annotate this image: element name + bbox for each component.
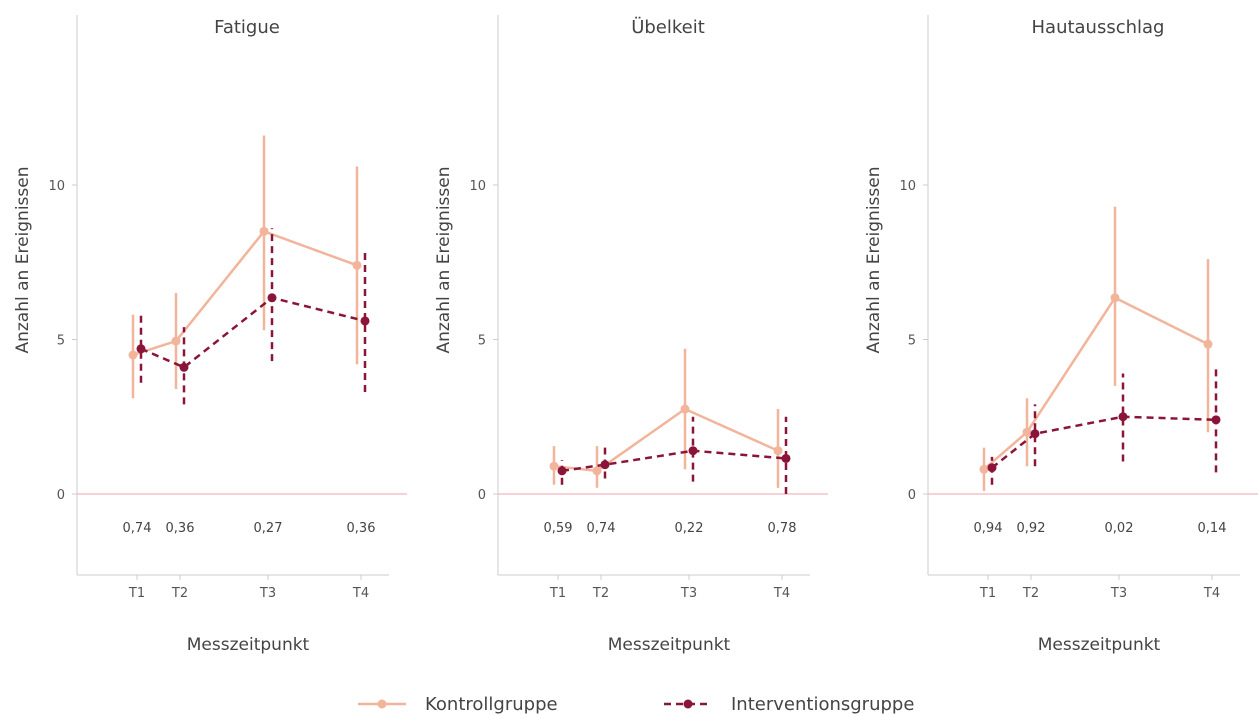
y-tick-label: 5 [478,334,486,349]
y-axis-title: Anzahl an Ereignissen [13,166,33,353]
series-line [132,229,358,357]
p-value-label: 0,74 [123,521,152,536]
data-point [680,404,690,414]
legend-label: Kontrollgruppe [425,694,558,715]
y-tick-label: 5 [57,334,65,349]
data-point [1211,415,1221,425]
p-value-label: 0,27 [254,521,283,536]
panels: Fatigue 0 5 10 T1 T2 T3 T4 0,74 0,36 0,27 0,36 Anzah… [13,15,1258,655]
data-point [1118,412,1128,422]
x-tick-label: T3 [259,586,276,601]
x-axis-title: Messzeitpunkt [1038,635,1161,655]
data-point [1030,429,1040,439]
data-point [592,466,602,476]
chart-panel-2: Übelkeit 0 5 10 T1 T2 T3 T4 0,59 0,74 0,22 0,78 Anza… [434,15,828,655]
p-value-label: 0,36 [166,521,195,536]
data-point [136,344,146,354]
y-tick-label: 0 [908,488,916,503]
data-point [267,293,277,303]
p-value-label: 0,36 [347,521,376,536]
p-value-label: 0,14 [1198,521,1227,536]
x-tick-label: T2 [592,586,609,601]
series-kontroll [979,206,1213,491]
legend-item-2: Interventionsgruppe [664,694,914,715]
legend-item-1: Kontrollgruppe [358,694,558,715]
p-value-label: 0,02 [1105,521,1134,536]
p-value-label: 0,59 [544,521,573,536]
data-point [773,446,783,456]
y-tick-label: 0 [478,488,486,503]
data-point [352,260,362,270]
p-value-label: 0,78 [768,521,797,536]
y-tick-label: 10 [469,179,486,194]
p-value-label: 0,74 [587,521,616,536]
legend-label: Interventionsgruppe [731,694,914,715]
x-tick-label: T3 [680,586,697,601]
p-value-label: 0,22 [675,521,704,536]
series-line [991,415,1217,469]
panel-title: Hautausschlag [1032,17,1165,38]
series-line [140,296,366,369]
x-tick-label: T1 [979,586,996,601]
series-intervention [136,228,370,405]
x-tick-label: T1 [128,586,145,601]
data-point [987,463,997,473]
data-point [979,464,989,474]
p-value-label: 0,92 [1017,521,1046,536]
series-line [983,296,1209,471]
y-tick-label: 0 [57,488,65,503]
data-point [688,446,698,456]
data-point [549,461,559,471]
series-intervention [987,367,1221,485]
y-axis-title: Anzahl an Ereignissen [864,166,884,353]
legend: Kontrollgruppe Interventionsgruppe [358,694,914,715]
data-point [557,466,567,476]
data-point [1022,427,1032,437]
series-intervention [557,416,791,494]
data-point [259,226,269,236]
x-axis-title: Messzeitpunkt [187,635,310,655]
x-axis-title: Messzeitpunkt [608,635,731,655]
y-tick-label: 10 [48,179,65,194]
data-point [781,453,791,463]
y-tick-label: 10 [899,179,916,194]
legend-swatch-marker [377,699,387,709]
series-line [561,449,787,473]
y-axis-title: Anzahl an Ereignissen [434,166,454,353]
chart-panel-1: Fatigue 0 5 10 T1 T2 T3 T4 0,74 0,36 0,27 0,36 Anzah… [13,15,407,655]
data-point [179,362,189,372]
x-tick-label: T1 [549,586,566,601]
series-line [553,407,779,473]
panel-title: Fatigue [214,17,280,38]
data-point [360,316,370,326]
series-kontroll [549,348,783,488]
x-tick-label: T4 [1203,586,1220,601]
data-point [600,460,610,470]
data-point [1110,293,1120,303]
y-tick-label: 5 [908,334,916,349]
data-point [128,350,138,360]
series-kontroll [128,135,362,399]
x-tick-label: T3 [1110,586,1127,601]
panel-title: Übelkeit [631,16,705,38]
legend-swatch-marker [683,699,693,709]
x-tick-label: T4 [352,586,369,601]
data-point [1203,339,1213,349]
x-tick-label: T4 [773,586,790,601]
x-tick-label: T2 [171,586,188,601]
x-tick-label: T2 [1022,586,1039,601]
chart-panel-3: Hautausschlag 0 5 10 T1 T2 T3 T4 0,94 0,92 0,02 0,1… [864,15,1258,655]
p-value-label: 0,94 [974,521,1003,536]
data-point [171,336,181,346]
